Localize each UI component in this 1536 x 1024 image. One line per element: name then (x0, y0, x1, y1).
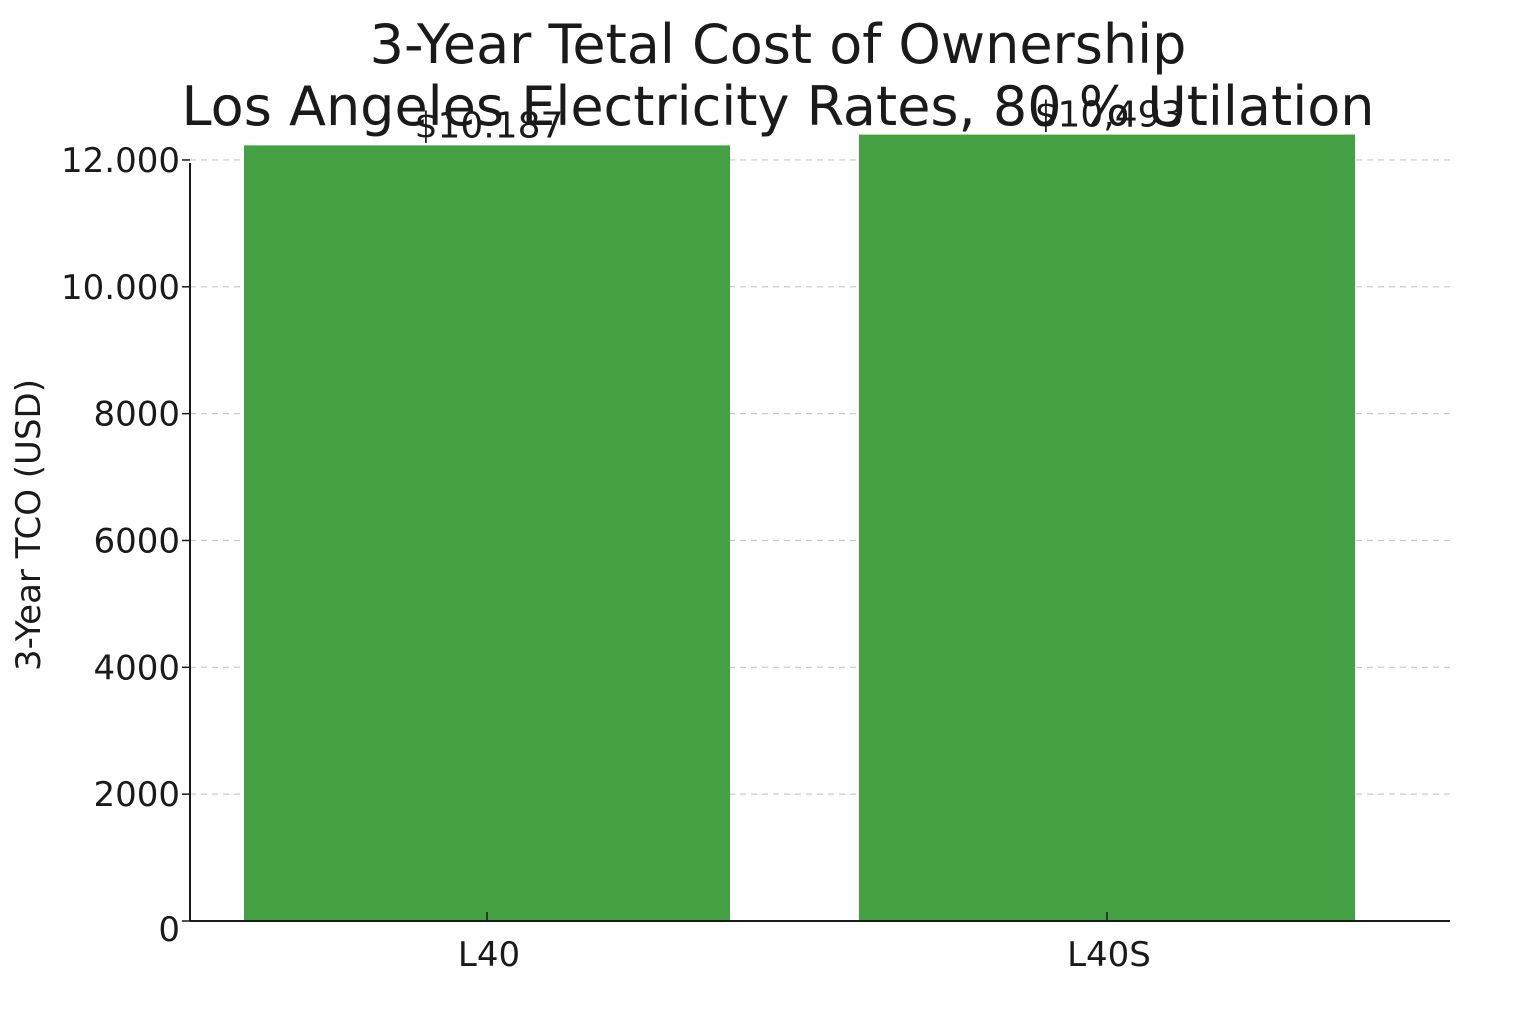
bar-l40 (244, 145, 730, 921)
chart-title-line-1: 3-Year Tetal Cost of Ownership (369, 13, 1187, 76)
y-tick-label: 0 (158, 910, 180, 950)
y-tick-label: 2000 (93, 775, 180, 815)
y-tick-label: 8000 (93, 395, 180, 435)
bars (244, 134, 1355, 922)
y-tick-label: 10.000 (61, 268, 180, 308)
y-tick-label: 4000 (93, 648, 180, 688)
chart-title-line-2: Los Angeles Electricity Rates, 80 % Util… (181, 75, 1375, 138)
y-tick-label: 6000 (93, 521, 180, 561)
axes (182, 159, 1450, 922)
data-label-l40s: $10,493 (1035, 95, 1184, 136)
y-tick-label: 12.000 (61, 141, 180, 181)
chart-title: 3-Year Tetal Cost of Ownership Los Angel… (0, 14, 1536, 138)
bar-l40s (859, 134, 1355, 922)
labels: 0 2000 4000 6000 8000 10.000 12.000 $10.187 L40 $… (61, 95, 1183, 975)
x-tick-label-l40: L40 (458, 935, 520, 975)
y-axis-label: 3-Year TCO (USD) (9, 379, 49, 671)
x-tick-label-l40s: L40S (1067, 935, 1151, 975)
data-label-l40: $10.187 (415, 105, 564, 146)
